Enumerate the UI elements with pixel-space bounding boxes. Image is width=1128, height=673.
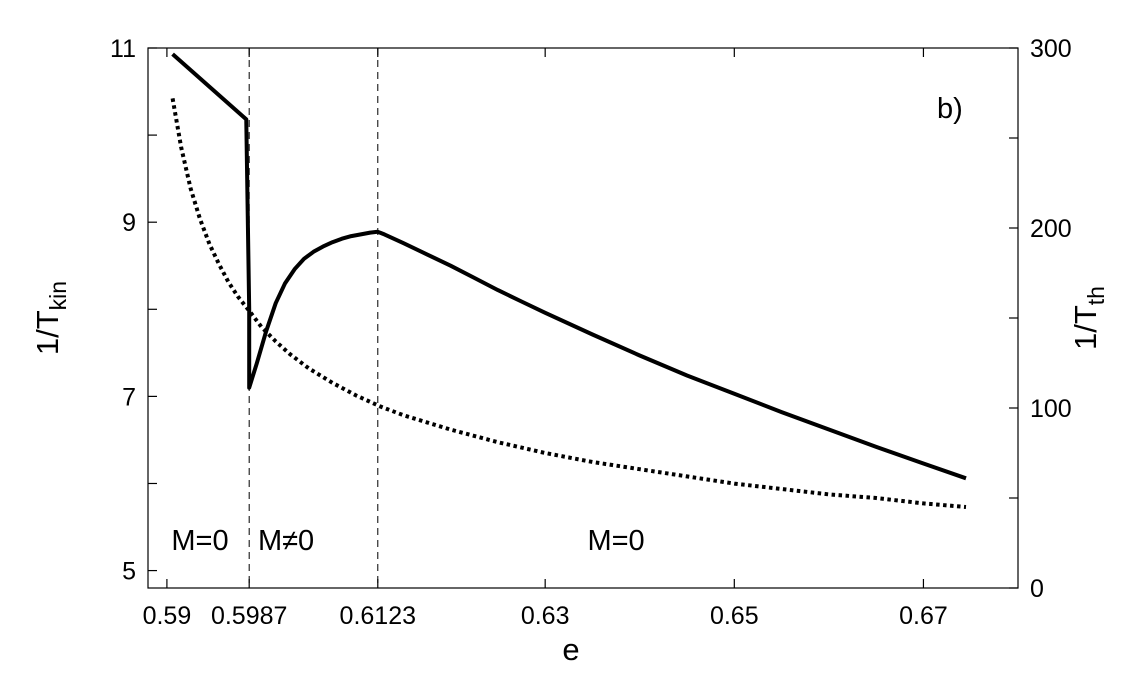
y-left-tick-label: 9 xyxy=(122,209,136,237)
panel-label: b) xyxy=(937,93,963,125)
y-right-tick-label: 0 xyxy=(1030,575,1044,603)
y-left-axis-title-sub: kin xyxy=(45,281,71,310)
y-right-tick-label: 300 xyxy=(1030,35,1072,63)
y-left-axis-title-main: 1/T xyxy=(30,310,65,355)
y-left-axis-title: 1/Tkin xyxy=(30,281,71,355)
y-left-tick-label: 7 xyxy=(122,383,136,411)
x-tick-label: 0.5987 xyxy=(211,602,287,630)
y-left-tick-label: 11 xyxy=(110,35,136,63)
y-right-axis-title-main: 1/T xyxy=(1068,305,1103,350)
region-label: M=0 xyxy=(171,525,228,557)
y-right-axis-title-sub: th xyxy=(1083,286,1109,305)
series-line-inv-t-th xyxy=(170,98,967,509)
region-label: M≠0 xyxy=(258,525,314,557)
y-right-axis-title: 1/Tth xyxy=(1068,286,1109,350)
series-line-inv-t-kin xyxy=(171,52,967,481)
region-label: M=0 xyxy=(587,525,644,557)
plot-frame xyxy=(147,47,1019,589)
x-tick-label: 0.63 xyxy=(521,602,570,630)
y-left-tick-label: 5 xyxy=(122,558,136,586)
y-right-tick-label: 100 xyxy=(1030,395,1072,423)
x-axis-title: e xyxy=(562,632,579,667)
x-tick-label: 0.65 xyxy=(710,602,759,630)
x-tick-label: 0.59 xyxy=(143,602,192,630)
x-tick-label: 0.6123 xyxy=(340,602,416,630)
x-tick-label: 0.67 xyxy=(899,602,948,630)
y-right-tick-label: 200 xyxy=(1030,215,1072,243)
